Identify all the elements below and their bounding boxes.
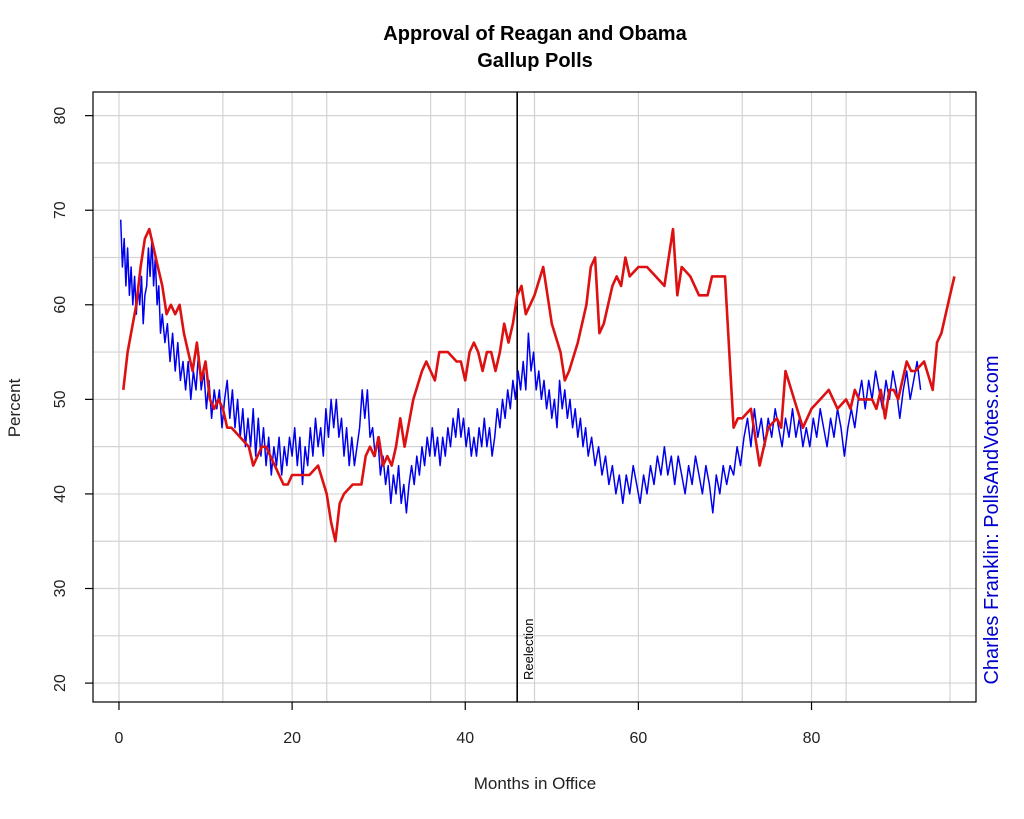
chart-subtitle: Gallup Polls (477, 50, 593, 72)
credit-label: Charles Franklin: PollsAndVotes.com (981, 355, 1003, 684)
obama-series-line (119, 219, 922, 514)
plot-frame (92, 91, 977, 703)
y-tick-label: 50 (52, 390, 69, 408)
y-tick-label: 30 (52, 580, 69, 598)
series-lines (119, 219, 956, 543)
reagan-series-line (122, 227, 956, 543)
axes: 0 20 40 60 80 20 30 40 50 60 70 80 (52, 107, 821, 747)
grid (93, 92, 976, 702)
y-tick-label: 60 (52, 296, 69, 314)
y-tick-label: 70 (52, 201, 69, 219)
reelection-annotation: Reelection (516, 92, 536, 702)
x-tick-label: 0 (115, 730, 124, 747)
y-tick-label: 40 (52, 485, 69, 503)
x-axis-label: Months in Office (474, 774, 597, 793)
y-tick-label: 20 (52, 674, 69, 692)
y-tick-label: 80 (52, 107, 69, 125)
reelection-label: Reelection (521, 619, 536, 680)
chart-title: Approval of Reagan and Obama (383, 23, 687, 45)
x-tick-label: 60 (629, 730, 647, 747)
x-tick-label: 40 (456, 730, 474, 747)
y-axis-label: Percent (5, 378, 24, 437)
x-tick-label: 20 (283, 730, 301, 747)
x-tick-label: 80 (803, 730, 821, 747)
